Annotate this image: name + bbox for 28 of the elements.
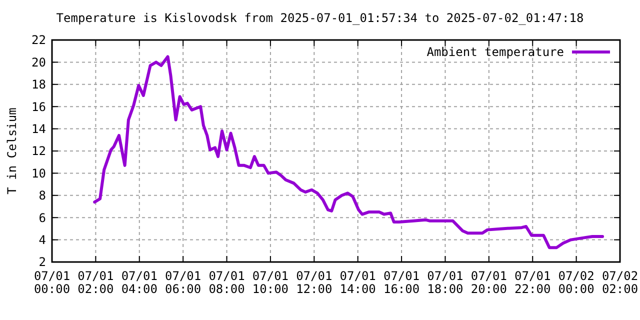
x-tick-label: 07/01 08:00 [208,269,245,296]
y-tick-label: 4 [38,233,46,247]
x-tick-label: 07/01 18:00 [427,269,464,296]
x-tick-label: 07/01 16:00 [383,269,420,296]
y-tick-label: 14 [32,122,46,136]
y-tick-label: 18 [32,78,46,92]
x-tick-label: 07/01 04:00 [121,269,158,296]
x-tick-label: 07/01 10:00 [252,269,289,296]
x-tick-label: 07/02 02:00 [602,269,638,296]
legend-label: Ambient temperature [426,45,564,60]
y-tick-label: 10 [32,166,46,180]
x-tick-label: 07/01 22:00 [514,269,551,296]
chart-title: Temperature is Kislovodsk from 2025-07-01_01:57:34 to 2025-07-02_01:47:18 [56,11,584,25]
y-tick-label: 16 [32,100,46,114]
x-tick-label: 07/01 00:00 [34,269,70,296]
y-tick-label: 8 [38,188,46,203]
x-tick-label: 07/01 14:00 [340,269,376,296]
y-axis-title: T in Celsium [5,108,19,194]
x-tick-label: 07/01 06:00 [165,269,202,296]
x-tick-label: 07/01 12:00 [296,269,332,296]
x-tick-label: 07/02 00:00 [558,269,594,296]
x-tick-label: 07/01 02:00 [78,269,114,296]
y-tick-label: 12 [32,144,46,158]
y-tick-label: 6 [38,210,46,225]
y-tick-label: 20 [32,55,46,70]
x-tick-label: 07/01 20:00 [470,269,507,296]
y-tick-label: 22 [32,33,46,48]
y-tick-label: 2 [38,255,46,270]
